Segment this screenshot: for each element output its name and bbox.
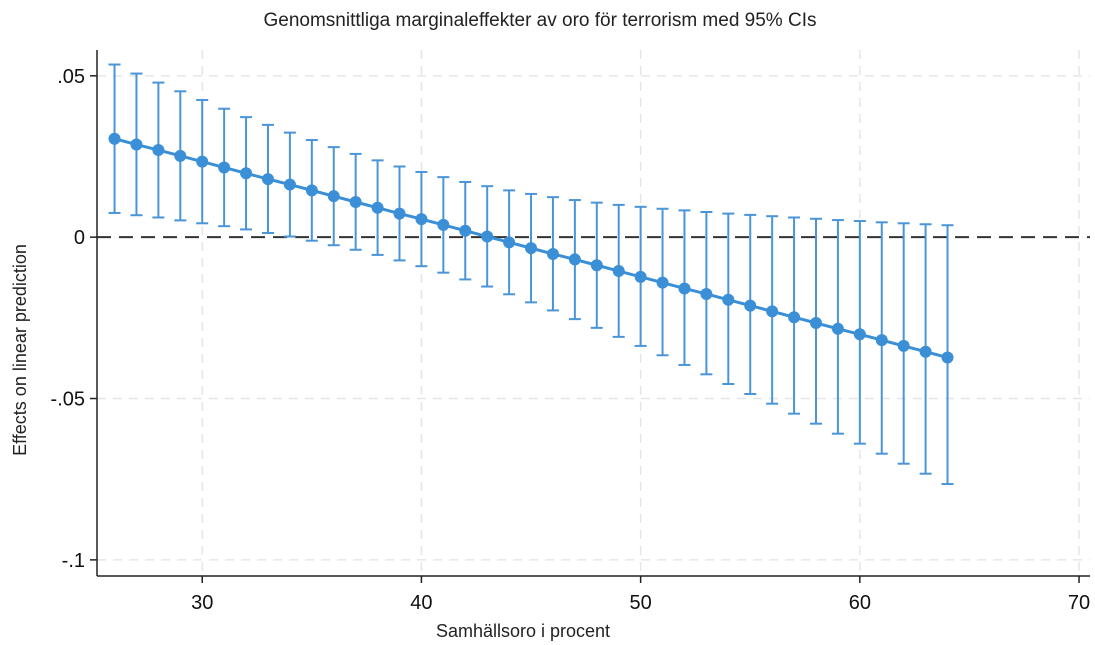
data-point (459, 224, 472, 237)
x-tick-label: 50 (630, 592, 652, 614)
data-point (503, 236, 516, 249)
data-point (766, 305, 779, 318)
x-tick-label: 30 (191, 592, 213, 614)
data-point (393, 207, 406, 220)
y-tick-label: .05 (57, 66, 85, 88)
y-tick-label: 0 (74, 227, 85, 249)
data-point (240, 167, 253, 180)
axes (96, 50, 1090, 577)
data-point (218, 161, 231, 174)
data-point (371, 201, 384, 214)
data-point (722, 293, 735, 306)
data-point (831, 322, 844, 335)
data-point (525, 242, 538, 255)
data-point (853, 328, 866, 341)
data-point (108, 132, 121, 145)
x-tick-label: 60 (849, 592, 871, 614)
data-point (700, 287, 713, 300)
data-point (590, 259, 603, 272)
data-point (919, 345, 932, 358)
data-point (744, 299, 757, 312)
data-point (809, 317, 822, 330)
y-axis-label: Effects on linear prediction (10, 244, 30, 456)
data-point (612, 265, 625, 278)
data-point (941, 351, 954, 364)
x-axis-label: Samhällsoro i procent (436, 621, 610, 641)
data-point (349, 195, 362, 208)
ticks: .05 0 -.05 -.1 30 40 50 60 70 (51, 66, 1091, 614)
data-point (788, 311, 801, 324)
markers (108, 132, 954, 364)
data-point (327, 190, 340, 203)
data-point (678, 282, 691, 295)
data-point (305, 184, 318, 197)
x-tick-label: 40 (410, 592, 432, 614)
data-point (283, 178, 296, 191)
data-point (897, 339, 910, 352)
y-tick-label: -.1 (62, 550, 85, 572)
data-point (196, 155, 209, 168)
error-bars (108, 63, 954, 486)
data-point (415, 213, 428, 226)
data-point (481, 230, 494, 243)
data-point (656, 276, 669, 289)
chart-title: Genomsnittliga marginaleffekter av oro f… (264, 10, 817, 31)
data-point (546, 247, 559, 260)
data-point (875, 334, 888, 347)
data-point (634, 270, 647, 283)
data-point (174, 149, 187, 162)
x-tick-label: 70 (1068, 592, 1090, 614)
data-point (130, 138, 143, 151)
data-point (568, 253, 581, 266)
data-point (261, 173, 274, 186)
data-point (152, 144, 165, 157)
y-tick-label: -.05 (51, 389, 85, 411)
data-point (437, 218, 450, 231)
